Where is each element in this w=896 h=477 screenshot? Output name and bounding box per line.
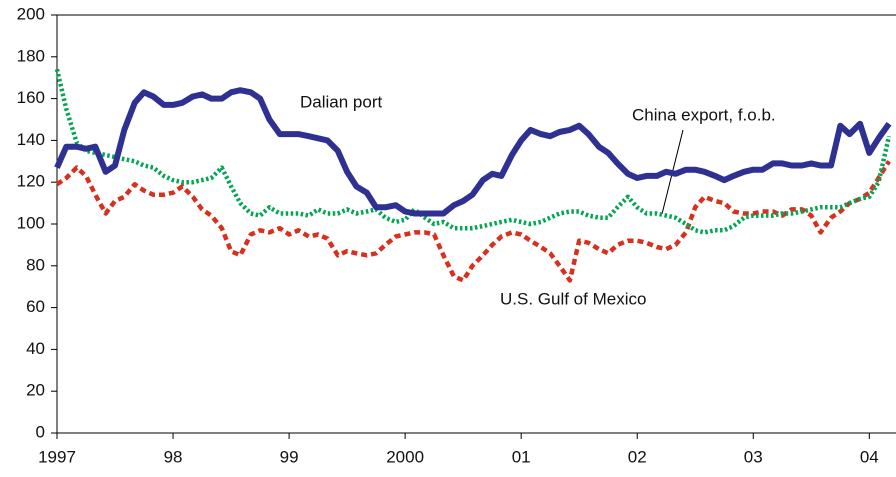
series-line [55, 160, 891, 283]
y-tick-label: 120 [17, 172, 45, 191]
y-tick-label: 0 [36, 422, 45, 441]
y-tick-label: 140 [17, 130, 45, 149]
y-tick-label: 40 [26, 339, 45, 358]
series-label: China export, f.o.b. [632, 105, 776, 124]
x-tick-label: 04 [860, 447, 879, 466]
y-tick-label: 80 [26, 255, 45, 274]
x-tick-label: 99 [280, 447, 299, 466]
x-tick-label: 1997 [38, 447, 76, 466]
x-tick-label: 98 [164, 447, 183, 466]
y-tick-label: 20 [26, 381, 45, 400]
y-tick-label: 200 [17, 4, 45, 23]
series-label: U.S. Gulf of Mexico [500, 289, 646, 308]
series-line [54, 68, 892, 235]
y-tick-label: 100 [17, 213, 45, 232]
y-tick-label: 180 [17, 46, 45, 65]
series-line [54, 87, 892, 217]
y-tick-label: 60 [26, 297, 45, 316]
x-tick-label: 01 [512, 447, 531, 466]
y-tick-label: 160 [17, 88, 45, 107]
series-label: Dalian port [300, 92, 382, 111]
x-tick-label: 02 [628, 447, 647, 466]
x-tick-label: 2000 [386, 447, 424, 466]
x-tick-label: 03 [744, 447, 763, 466]
